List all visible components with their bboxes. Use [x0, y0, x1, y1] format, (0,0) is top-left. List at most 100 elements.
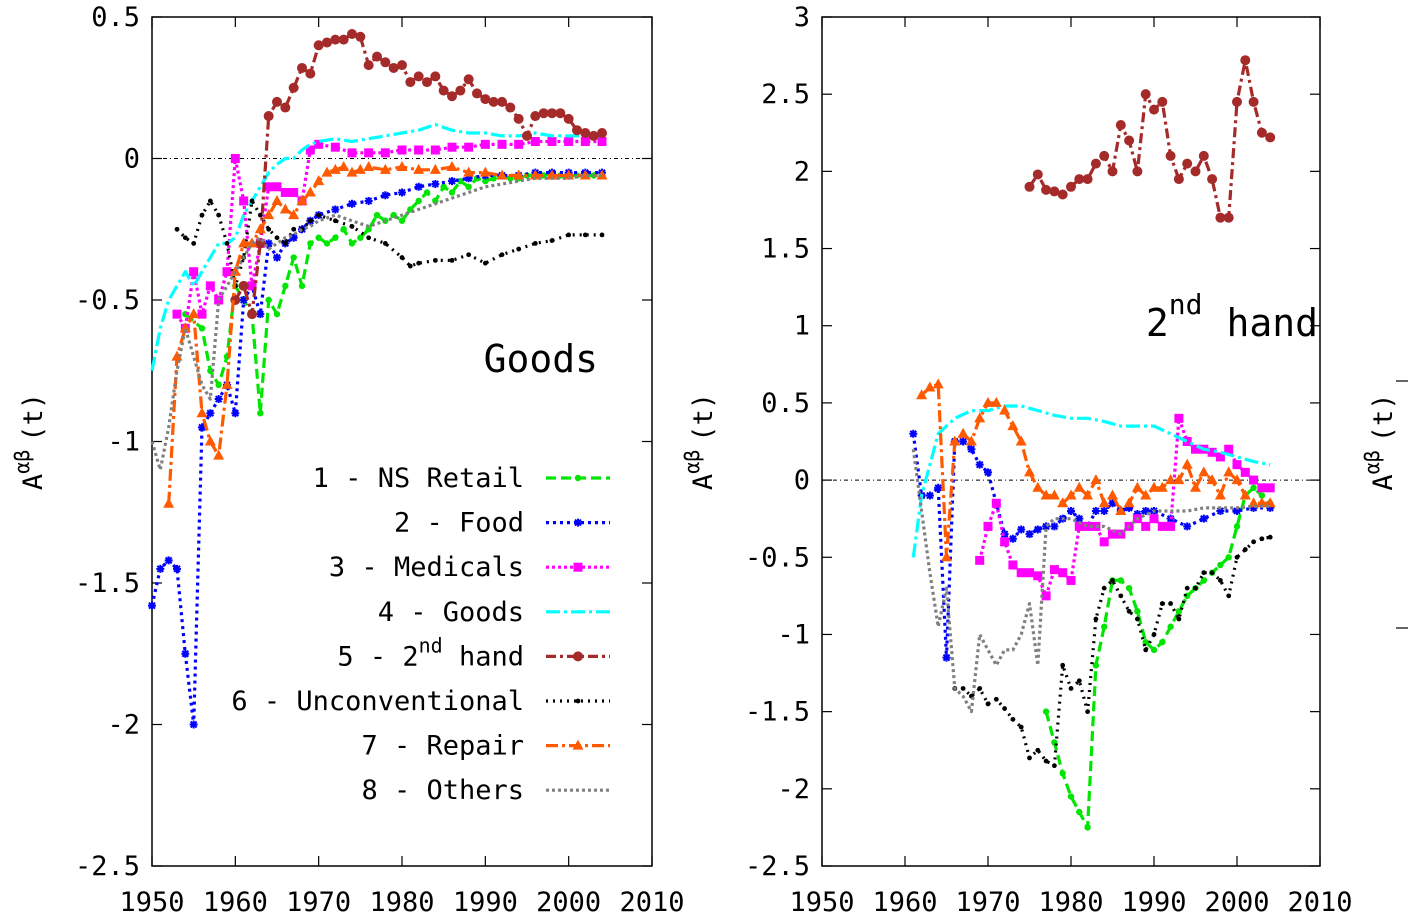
data-point — [1098, 497, 1110, 508]
data-point — [365, 226, 372, 233]
data-point — [423, 189, 431, 196]
series-line — [954, 535, 1271, 768]
data-point — [1193, 585, 1198, 591]
data-point — [280, 102, 291, 113]
data-point — [1082, 489, 1094, 500]
data-point — [1233, 523, 1241, 530]
data-point — [1059, 770, 1066, 777]
data-point — [1125, 584, 1133, 592]
x-tick-label: 1960 — [203, 887, 268, 915]
data-point — [1057, 189, 1068, 200]
data-point — [199, 212, 205, 218]
data-point — [171, 350, 183, 361]
y-tick-label: -1 — [777, 619, 810, 650]
data-point — [1190, 166, 1201, 177]
data-point — [249, 198, 255, 204]
data-point — [1259, 536, 1265, 542]
data-point — [239, 296, 248, 304]
data-point — [332, 218, 338, 224]
data-point — [1065, 489, 1077, 500]
data-point — [1050, 522, 1059, 531]
data-point — [1010, 716, 1016, 722]
data-point — [430, 71, 441, 82]
series-5-2nd-hand — [230, 28, 607, 320]
data-point — [347, 148, 357, 158]
data-point — [457, 177, 464, 185]
data-point — [215, 381, 222, 389]
legend-label: 5 - 2nd hand — [337, 633, 524, 672]
legend-label-part: 5 - 2 — [337, 641, 418, 672]
data-point — [1025, 530, 1034, 539]
data-point — [274, 235, 280, 241]
data-point — [1058, 568, 1068, 578]
data-point — [1132, 166, 1143, 177]
data-point — [1149, 104, 1159, 115]
data-point — [296, 194, 308, 205]
y-axis-label-sup: αβ — [10, 450, 34, 474]
legend-label: 8 - Others — [361, 775, 524, 806]
series-line — [1044, 486, 1272, 830]
data-point — [580, 137, 590, 147]
data-point — [1216, 506, 1225, 515]
data-point — [572, 125, 582, 136]
data-point — [1108, 529, 1117, 539]
data-point — [265, 296, 272, 304]
data-point — [198, 325, 206, 332]
data-point — [331, 205, 340, 214]
data-point — [1149, 514, 1159, 524]
x-tick-label: 1980 — [369, 887, 434, 915]
data-point — [1027, 755, 1032, 761]
data-point — [415, 197, 422, 205]
data-point — [432, 257, 438, 263]
y-tick-label: 0 — [794, 465, 810, 496]
data-point — [1084, 824, 1091, 831]
data-point — [516, 246, 522, 252]
data-point — [413, 163, 425, 174]
data-point — [354, 163, 366, 174]
data-point — [1159, 638, 1166, 646]
data-point — [263, 111, 274, 122]
data-point — [991, 498, 1001, 508]
data-point — [482, 260, 488, 266]
partial-y-axis-label-sup: αβ — [1360, 450, 1384, 474]
data-point — [597, 128, 607, 139]
y-axis-label-arg: (t) — [688, 393, 719, 442]
data-point — [1033, 525, 1042, 534]
data-point — [191, 241, 197, 246]
legend-entry-2-food: 2 - Food — [394, 508, 610, 539]
data-point — [513, 169, 525, 180]
data-point — [264, 182, 274, 192]
data-point — [1184, 585, 1190, 591]
data-point — [1200, 577, 1208, 584]
data-point — [271, 194, 283, 205]
data-point — [279, 203, 291, 214]
y-tick-label: -0.5 — [75, 285, 140, 316]
data-point — [990, 396, 1002, 407]
data-point — [1060, 662, 1066, 668]
legend-label: 7 - Repair — [361, 731, 524, 762]
data-point — [1265, 132, 1276, 143]
data-point — [1042, 522, 1051, 531]
data-point — [975, 555, 985, 565]
data-point — [1150, 646, 1158, 654]
x-tick-label: 1990 — [1121, 887, 1186, 915]
data-point — [179, 322, 191, 333]
panel-title: Goods — [484, 337, 598, 381]
data-point — [1108, 499, 1117, 508]
data-point — [1032, 169, 1043, 180]
data-point — [330, 34, 341, 45]
data-point — [290, 254, 297, 261]
data-point — [414, 182, 423, 191]
data-point — [1224, 444, 1234, 454]
data-point — [1067, 793, 1075, 800]
panel-goods: 0.5 0 -0.5 -1 -1.5 -2 -2.5 1950 1960 1970 1980 1990… — [10, 2, 685, 915]
data-point — [204, 435, 216, 446]
data-point — [346, 166, 358, 177]
data-point — [1142, 638, 1149, 646]
data-point — [1156, 481, 1168, 492]
data-point — [472, 88, 482, 99]
data-point — [313, 175, 325, 186]
series-line — [150, 173, 602, 472]
data-point — [942, 653, 951, 662]
series-line — [175, 139, 602, 330]
